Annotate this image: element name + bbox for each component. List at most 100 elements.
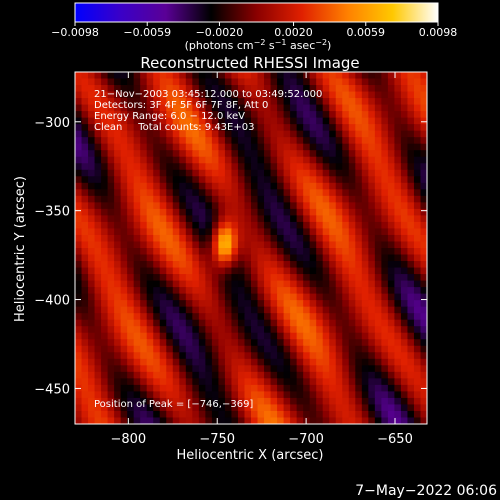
heatmap-cell [290, 248, 298, 256]
heatmap-cell [290, 391, 298, 399]
heatmap-cell [153, 404, 161, 412]
heatmap-cell [146, 98, 154, 106]
heatmap-cell [309, 280, 317, 288]
heatmap-cell [153, 397, 161, 406]
heatmap-cell [107, 78, 115, 86]
heatmap-cell [361, 104, 369, 112]
heatmap-cell [257, 352, 265, 360]
heatmap-cell [166, 176, 174, 184]
heatmap-cell [198, 391, 206, 399]
heatmap-cell [329, 391, 337, 399]
heatmap-cell [322, 137, 330, 145]
heatmap-cell [355, 384, 363, 393]
heatmap-cell [322, 221, 330, 230]
heatmap-cell [329, 163, 337, 171]
heatmap-cell [205, 410, 213, 419]
heatmap-cell [198, 176, 206, 184]
heatmap-cell [296, 143, 304, 151]
heatmap-cell [218, 410, 226, 419]
heatmap-cell [114, 98, 122, 106]
heatmap-cell [329, 150, 337, 158]
heatmap-cell [88, 306, 96, 314]
heatmap-cell [264, 124, 272, 132]
heatmap-cell [120, 215, 128, 223]
heatmap-cell [316, 410, 324, 419]
heatmap-cell [166, 111, 174, 119]
heatmap-cell [75, 169, 83, 177]
heatmap-cell [107, 293, 115, 301]
heatmap-cell [166, 228, 174, 236]
heatmap-cell [114, 202, 122, 210]
heatmap-cell [185, 111, 193, 119]
heatmap-cell [231, 215, 239, 223]
heatmap-cell [172, 306, 180, 314]
heatmap-cell [179, 352, 187, 360]
heatmap-cell [400, 248, 409, 256]
heatmap-cell [342, 124, 350, 132]
heatmap-cell [198, 267, 206, 275]
heatmap-cell [133, 300, 141, 308]
heatmap-cell [120, 221, 128, 230]
heatmap-cell [127, 326, 135, 334]
heatmap-cell [329, 117, 337, 125]
heatmap-cell [270, 332, 278, 340]
heatmap-cell [244, 85, 252, 93]
colorbar [75, 3, 438, 22]
heatmap-cell [277, 137, 285, 145]
heatmap-cell [198, 78, 206, 86]
heatmap-cell [407, 202, 415, 210]
heatmap-cell [277, 280, 285, 288]
heatmap-cell [127, 365, 135, 373]
heatmap-cell [303, 234, 311, 243]
heatmap-cell [192, 137, 200, 145]
heatmap-cell [283, 202, 291, 210]
heatmap-cell [101, 326, 109, 334]
heatmap-cell [75, 117, 83, 125]
heatmap-cell [420, 339, 427, 347]
heatmap-cell [185, 261, 193, 269]
heatmap-cell [211, 137, 220, 145]
heatmap-cell [146, 78, 154, 86]
heatmap-cell [257, 397, 265, 406]
heatmap-cell [81, 241, 89, 249]
heatmap-cell [251, 267, 259, 275]
heatmap-cell [277, 254, 285, 262]
heatmap-cell [185, 91, 193, 99]
heatmap-cell [120, 143, 128, 151]
heatmap-cell [361, 91, 369, 99]
heatmap-cell [140, 195, 148, 203]
heatmap-cell [374, 378, 382, 386]
heatmap-cell [413, 182, 422, 190]
heatmap-cell [335, 228, 343, 236]
heatmap-cell [361, 241, 369, 249]
heatmap-cell [407, 91, 415, 99]
heatmap-cell [348, 234, 356, 243]
heatmap-cell [381, 410, 389, 419]
heatmap-cell [179, 195, 187, 203]
heatmap-cell [381, 306, 389, 314]
heatmap-cell [94, 163, 102, 171]
heatmap-cell [244, 130, 252, 138]
heatmap-cell [211, 306, 220, 314]
heatmap-cell [290, 117, 298, 125]
heatmap-cell [277, 358, 285, 366]
heatmap-cell [185, 274, 193, 282]
heatmap-cell [88, 313, 96, 321]
heatmap-cell [237, 280, 246, 288]
heatmap-cell [140, 85, 148, 93]
heatmap-cell [146, 208, 154, 217]
heatmap-cell [270, 124, 278, 132]
heatmap-cell [218, 130, 226, 138]
heatmap-cell [264, 163, 272, 171]
heatmap-cell [283, 319, 291, 327]
heatmap-cell [114, 78, 122, 86]
heatmap-cell [400, 98, 409, 106]
heatmap-cell [420, 124, 427, 132]
heatmap-cell [88, 143, 96, 151]
heatmap-cell [218, 241, 226, 249]
heatmap-cell [244, 313, 252, 321]
heatmap-cell [251, 91, 259, 99]
heatmap-cell [231, 293, 239, 301]
heatmap-cell [270, 202, 278, 210]
heatmap-cell [361, 248, 369, 256]
